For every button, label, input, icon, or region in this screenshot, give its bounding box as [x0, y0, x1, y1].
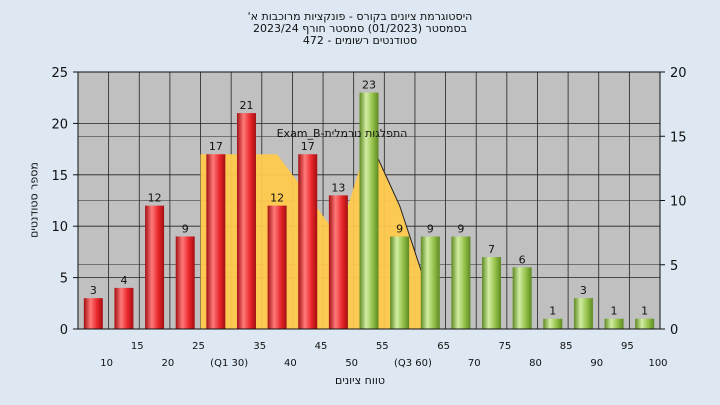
bar-value-label-9: 23	[362, 79, 376, 92]
x-tick-label-16: 90	[590, 358, 603, 369]
bar-value-label-5: 21	[239, 99, 253, 112]
y-tick-label: 20	[51, 117, 68, 132]
y2-tick-label: 10	[670, 195, 687, 210]
bar-11	[420, 236, 440, 329]
bar-3	[175, 236, 195, 329]
bar-value-label-0: 3	[90, 284, 97, 297]
x-tick-label-9: 55	[376, 341, 389, 352]
x-tick-label-17: 95	[621, 341, 634, 352]
bar-value-label-8: 13	[331, 181, 345, 194]
bar-value-label-3: 9	[182, 222, 189, 235]
bar-5	[236, 113, 256, 330]
y-axis-title: מספר סטודנטים	[27, 162, 41, 238]
bar-2	[145, 205, 165, 329]
chart-subtitle-semester: בסמסטר (01/2023) סמסטר חורף 2023/24	[253, 22, 467, 35]
bar-value-label-1: 4	[120, 274, 127, 287]
y2-tick-label: 5	[670, 259, 678, 274]
bar-value-label-13: 7	[488, 243, 495, 256]
x-tick-label-4: (Q1 30)	[210, 358, 248, 369]
x-tick-label-11: 65	[437, 341, 450, 352]
x-tick-label-2: 20	[162, 358, 175, 369]
y-tick-label: 25	[51, 66, 68, 81]
y-tick-label: 10	[51, 220, 68, 235]
bar-value-label-10: 9	[396, 222, 403, 235]
y2-tick-label: 15	[670, 130, 687, 145]
x-tick-label-6: 40	[284, 358, 297, 369]
bar-8	[328, 195, 348, 329]
x-tick-label-10: (Q3 60)	[394, 358, 432, 369]
area-series-label: התפלגות נורמלית-Exam_B	[277, 127, 408, 140]
bar-value-label-12: 9	[457, 222, 464, 235]
bar-0	[83, 298, 103, 329]
y2-tick-label: 20	[670, 66, 687, 81]
bar-value-label-6: 12	[270, 192, 284, 205]
x-tick-label-1: 15	[131, 341, 144, 352]
x-tick-label-0: 10	[100, 358, 113, 369]
x-tick-label-3: 25	[192, 341, 205, 352]
area-series-edge	[368, 138, 431, 299]
x-tick-label-18: 100	[648, 358, 667, 369]
bar-value-label-11: 9	[427, 222, 434, 235]
bar-value-label-18: 1	[641, 305, 648, 318]
y-tick-label: 15	[51, 169, 68, 184]
y-tick-label: 0	[60, 323, 68, 338]
bar-value-label-14: 6	[519, 253, 526, 266]
bar-15	[543, 318, 563, 329]
bar-13	[482, 257, 502, 329]
bar-9	[359, 92, 379, 329]
bar-value-label-16: 3	[580, 284, 587, 297]
x-tick-label-8: 50	[345, 358, 358, 369]
bar-18	[635, 318, 655, 329]
bar-1	[114, 287, 134, 329]
bar-16	[573, 298, 593, 329]
bar-6	[267, 205, 287, 329]
x-tick-label-12: 70	[468, 358, 481, 369]
x-tick-label-15: 85	[560, 341, 573, 352]
y-tick-label: 5	[60, 272, 68, 287]
bar-17	[604, 318, 624, 329]
bar-14	[512, 267, 532, 329]
chart-subtitle-registered: סטודנטים רשומים - 472	[302, 34, 418, 47]
bar-value-label-15: 1	[549, 305, 556, 318]
bar-value-label-2: 12	[148, 192, 162, 205]
x-tick-label-14: 80	[529, 358, 542, 369]
bar-4	[206, 154, 226, 329]
bar-value-label-7: 17	[301, 140, 315, 153]
bar-10	[390, 236, 410, 329]
x-tick-label-13: 75	[498, 341, 511, 352]
x-tick-label-7: 45	[315, 341, 328, 352]
bar-7	[298, 154, 318, 329]
x-axis-title: טווח ציונים	[335, 374, 385, 387]
y2-tick-label: 0	[670, 323, 678, 338]
bar-12	[451, 236, 471, 329]
bar-value-label-17: 1	[611, 305, 618, 318]
chart-title: היסטוגרמת ציונים בקורס - פונקציות מרוכבו…	[247, 10, 473, 23]
x-tick-label-5: 35	[253, 341, 266, 352]
bar-value-label-4: 17	[209, 140, 223, 153]
